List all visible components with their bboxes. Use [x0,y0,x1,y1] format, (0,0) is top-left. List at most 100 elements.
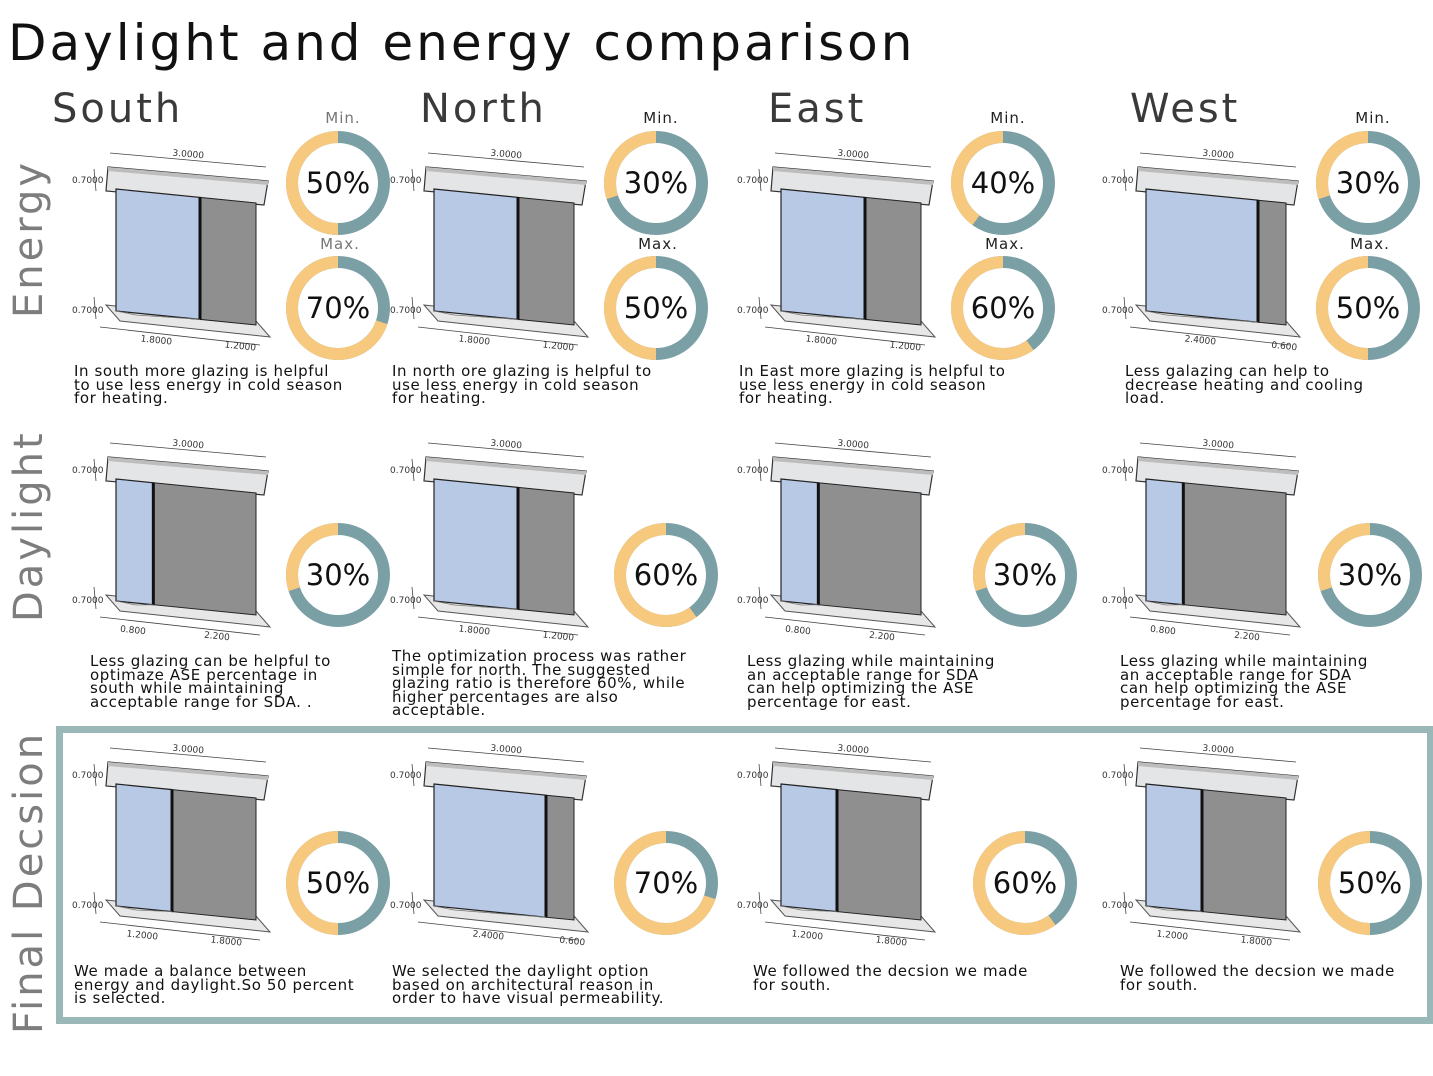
final-north-glazing [433,783,547,918]
final-south-dim-wall-width: 1.8000 [210,935,243,948]
daylight-north-ring-value-arc [614,523,697,627]
final-south-opaque-wall [171,789,257,921]
final-south-dim-top: 3.0000 [172,744,205,757]
final-south-dim-depth-top: 0.7000 [72,771,104,781]
energy-south-dim-top: 3.0000 [172,149,205,162]
daylight-south-dim-top: 3.0000 [172,439,205,452]
daylight-east-ring-value-arc [973,523,1026,592]
final-north-donut: 70% [614,831,718,935]
final-east-dim-top: 3.0000 [837,744,870,757]
energy-north-opaque-wall [517,196,575,326]
daylight-west-dim-depth-top: 0.7000 [1102,466,1134,476]
daylight-east-glazing [780,478,819,606]
energy-south-min-donut: 50% [286,131,390,235]
energy-west-min-percentage: 30% [1336,166,1400,200]
energy-south-min-label: Min. [325,109,361,127]
direction-south: South [52,86,184,132]
energy-west-min-label: Min. [1355,109,1391,127]
daylight-north-glazing [433,478,519,611]
final-south-ring-value-arc [286,831,339,935]
daylight-south-dim-depth-top: 0.7000 [72,466,104,476]
energy-north-wall-diagram: 3.0000 0.7000 0.7000 1.8000 1.2000 [390,149,590,354]
daylight-west-glazing [1145,478,1184,606]
energy-north-max-donut: 50% [604,256,708,360]
daylight-north-donut: 60% [614,523,718,627]
energy-west-glazing [1145,188,1259,323]
daylight-south-wall-diagram: 3.0000 0.7000 0.7000 0.800 2.200 [72,439,272,643]
final-south-cell: 3.0000 0.7000 0.7000 1.2000 1.8000 50% We made… [70,735,425,1015]
final-north-percentage: 70% [634,866,698,900]
energy-east-overhang-shelf [770,166,934,206]
daylight-north-dim-top: 3.0000 [490,439,523,452]
daylight-north-opaque-wall [517,486,575,616]
daylight-west-percentage: 30% [1338,558,1402,592]
final-west-dim-depth-bottom: 0.7000 [1102,901,1134,911]
daylight-south-description: Less glazing can be helpful to optimaze … [90,652,331,711]
energy-west-wall-diagram: 3.0000 0.7000 0.7000 2.4000 0.600 [1102,149,1302,354]
energy-west-overhang-shelf [1135,166,1299,206]
energy-east-wall-diagram: 3.0000 0.7000 0.7000 1.8000 1.2000 [737,149,937,354]
daylight-east-dim-depth-bottom: 0.7000 [737,596,769,606]
energy-west-dim-top: 3.0000 [1202,149,1235,162]
final-south-donut: 50% [286,831,390,935]
energy-east-min-donut: 40% [951,131,1055,235]
energy-west-dim-wall-width: 0.600 [1271,341,1298,354]
daylight-east-description: Less glazing while maintaining an accept… [747,652,995,711]
energy-east-max-label: Max. [985,235,1025,253]
final-south-glazing [115,783,173,913]
energy-south-max-donut: 70% [286,256,390,360]
energy-west-max-percentage: 50% [1336,291,1400,325]
final-west-glazing [1145,783,1203,913]
daylight-south-percentage: 30% [306,558,370,592]
page-title: Daylight and energy comparison [8,14,916,72]
daylight-west-wall-diagram: 3.0000 0.7000 0.7000 0.800 2.200 [1102,439,1302,643]
daylight-east-cell: 3.0000 0.7000 0.7000 0.800 2.200 30% Less glaz… [735,425,1090,715]
energy-west-description: Less galazing can help to decrease heati… [1125,362,1364,407]
energy-north-dim-wall-width: 1.2000 [542,340,575,353]
final-north-description: We selected the daylight option based on… [392,962,665,1007]
energy-north-min-donut: 30% [604,131,708,235]
energy-south-glazing [115,188,201,321]
energy-west-max-ring-value-arc [1316,256,1369,360]
energy-north-glazing [433,188,519,321]
energy-south-wall-diagram: 3.0000 0.7000 0.7000 1.8000 1.2000 [72,149,272,354]
final-north-wall-diagram: 3.0000 0.7000 0.7000 2.4000 0.600 [390,744,590,948]
final-east-glazing [780,783,838,913]
daylight-south-opaque-wall [152,482,257,616]
final-east-cell: 3.0000 0.7000 0.7000 1.2000 1.8000 60% We foll… [735,735,1090,1015]
energy-south-max-label: Max. [320,235,360,253]
daylight-north-dim-glazing-width: 1.8000 [458,624,491,637]
final-south-description: We made a balance between energy and day… [74,962,355,1007]
energy-south-opaque-wall [199,196,257,326]
final-north-dim-top: 3.0000 [490,744,523,757]
energy-east-max-ring-value-arc [951,256,1034,360]
energy-east-opaque-wall [864,196,922,326]
final-west-dim-top: 3.0000 [1202,744,1235,757]
daylight-west-donut: 30% [1318,523,1422,627]
daylight-south-cell: 3.0000 0.7000 0.7000 0.800 2.200 30% Less glaz… [70,425,425,715]
energy-south-dim-wall-width: 1.2000 [224,340,257,353]
energy-east-min-label: Min. [990,109,1026,127]
daylight-north-dim-depth-bottom: 0.7000 [390,596,422,606]
daylight-east-dim-glazing-width: 0.800 [785,625,812,638]
daylight-east-wall-diagram: 3.0000 0.7000 0.7000 0.800 2.200 [737,439,937,644]
energy-north-dim-depth-bottom: 0.7000 [390,306,422,316]
energy-south-description: In south more glazing is helpful to use … [74,362,343,407]
final-south-percentage: 50% [306,866,370,900]
energy-east-dim-depth-bottom: 0.7000 [737,306,769,316]
final-west-dim-depth-top: 0.7000 [1102,771,1134,781]
daylight-east-dim-wall-width: 2.200 [869,631,896,644]
final-east-donut: 60% [973,831,1077,935]
final-east-opaque-wall [836,789,922,921]
final-south-wall-diagram: 3.0000 0.7000 0.7000 1.2000 1.8000 [72,744,272,949]
final-north-dim-depth-top: 0.7000 [390,771,422,781]
daylight-north-dim-wall-width: 1.2000 [542,630,575,643]
energy-east-dim-depth-top: 0.7000 [737,176,769,186]
daylight-north-description: The optimization process was rather simp… [392,647,687,719]
energy-south-min-percentage: 50% [306,166,370,200]
energy-east-min-ring-value-arc [951,131,1004,226]
energy-north-min-percentage: 30% [624,166,688,200]
row-label-energy: Energy [6,159,52,318]
final-north-overhang-shelf [423,761,587,801]
energy-west-dim-depth-top: 0.7000 [1102,176,1134,186]
